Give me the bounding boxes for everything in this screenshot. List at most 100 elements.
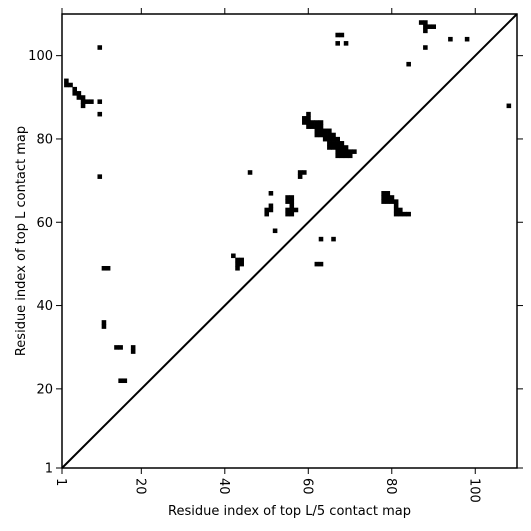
contact-cell	[310, 120, 315, 125]
contact-cell	[464, 36, 470, 42]
contact-cell	[80, 103, 86, 109]
contact-cell	[331, 236, 336, 242]
contact-cell	[393, 199, 399, 204]
contact-cell	[314, 261, 320, 267]
contact-cell	[339, 141, 345, 146]
contact-cell	[423, 45, 428, 50]
y-tick-label: 80	[36, 132, 53, 147]
contact-cell	[448, 36, 453, 42]
contact-cell	[331, 141, 336, 146]
contact-cell	[306, 111, 311, 117]
contact-cell	[268, 191, 274, 196]
contact-cell	[381, 199, 386, 204]
contact-cell	[339, 149, 345, 154]
contact-cell	[506, 103, 512, 109]
contact-cell	[285, 199, 290, 204]
contact-cell	[289, 211, 295, 217]
contact-cell	[306, 124, 311, 129]
contact-cell	[418, 20, 424, 25]
contact-cell	[76, 95, 82, 100]
contact-cell	[235, 257, 240, 263]
contact-cell	[302, 170, 307, 175]
contact-cell	[318, 128, 324, 134]
contact-cell	[318, 120, 324, 125]
contact-cell	[335, 136, 340, 142]
contact-cell	[80, 99, 86, 104]
contact-cell	[347, 149, 353, 154]
contact-cell	[297, 170, 303, 175]
x-tick-label: 1	[53, 478, 68, 486]
contact-cell	[335, 149, 340, 154]
contact-cell	[247, 170, 253, 175]
contact-cell	[114, 345, 119, 350]
contact-cell	[314, 132, 320, 138]
contact-cell	[239, 261, 244, 267]
contact-cell	[68, 82, 73, 88]
contact-cell	[389, 195, 395, 200]
contact-cell	[331, 136, 336, 142]
contact-cell	[393, 203, 399, 209]
y-tick-label: 60	[36, 216, 53, 231]
contact-cell	[431, 24, 436, 29]
contact-cell	[101, 320, 107, 325]
contact-cell	[318, 124, 324, 129]
contact-cell	[335, 145, 340, 150]
contact-cell	[393, 211, 399, 217]
contact-cell	[314, 128, 320, 134]
contact-cell	[423, 24, 428, 29]
x-tick-label: 20	[132, 478, 147, 495]
x-tick-label: 80	[383, 478, 398, 495]
y-axis-ticks: 1 20 40 60 80 100	[28, 49, 523, 477]
contact-cell	[335, 41, 340, 46]
contact-cell	[389, 199, 395, 204]
contact-cell	[264, 211, 270, 217]
contact-cell	[130, 345, 136, 350]
contact-cell	[101, 265, 107, 271]
contact-cell	[381, 191, 386, 196]
contact-cell	[64, 82, 69, 88]
contact-cell	[385, 199, 391, 204]
contact-cell	[343, 149, 349, 154]
contact-cell	[314, 124, 320, 129]
contact-cell	[76, 91, 82, 96]
x-tick-label: 100	[466, 478, 481, 503]
contact-cell	[335, 141, 340, 146]
contact-cell	[406, 211, 411, 217]
contact-cell	[289, 199, 295, 204]
y-tick-label: 40	[36, 299, 53, 314]
contact-cell	[385, 191, 391, 196]
contact-cell	[285, 211, 290, 217]
contact-cell	[310, 124, 315, 129]
contact-cell	[264, 207, 270, 213]
contact-cell	[302, 120, 307, 125]
contact-cell	[393, 207, 399, 213]
contact-cell	[64, 78, 69, 84]
y-tick-label: 1	[45, 462, 53, 477]
x-tick-label: 60	[299, 478, 314, 495]
contact-cell	[318, 261, 324, 267]
contact-cell	[235, 261, 240, 267]
plot-frame	[61, 13, 518, 469]
contact-cell	[89, 99, 94, 104]
contact-cell	[80, 95, 86, 100]
x-axis-ticks: 1 20 40 60 80 100	[53, 8, 481, 503]
contact-cell	[84, 99, 90, 104]
contact-cell	[289, 195, 295, 200]
contact-cell	[268, 203, 274, 209]
contact-cell	[97, 45, 103, 50]
contact-cell	[314, 120, 320, 125]
contact-cell	[72, 91, 78, 96]
contact-cell	[335, 153, 340, 159]
contact-cell	[306, 120, 311, 125]
contact-cell	[97, 111, 103, 117]
contact-cell	[101, 324, 107, 329]
contact-cell	[327, 132, 332, 138]
contact-cell	[343, 41, 349, 46]
contact-cell	[306, 116, 311, 121]
contact-cell	[118, 378, 123, 384]
y-tick-label: 20	[36, 382, 53, 397]
contact-cell	[423, 28, 428, 34]
contact-cell	[72, 86, 78, 92]
contact-cell	[327, 128, 332, 134]
